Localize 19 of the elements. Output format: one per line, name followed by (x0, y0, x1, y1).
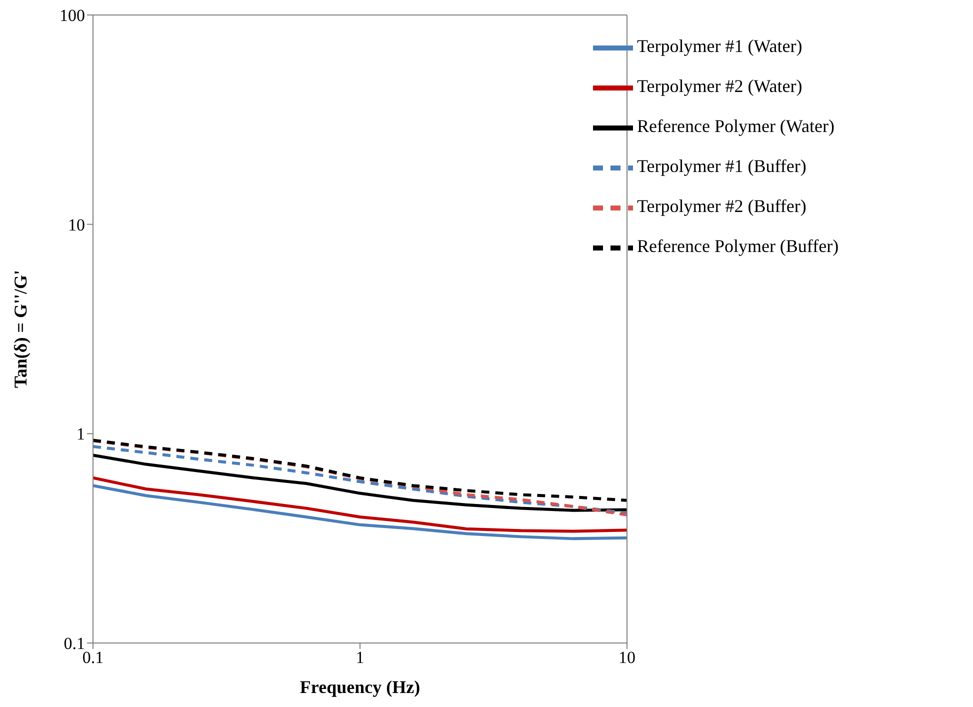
legend-label: Reference Polymer (Water) (637, 116, 834, 136)
legend-label: Reference Polymer (Buffer) (637, 236, 839, 256)
legend-label: Terpolymer #2 (Buffer) (637, 196, 806, 216)
line-series (93, 438, 627, 502)
x-tick-label: 10 (618, 648, 636, 668)
legend-label: Terpolymer #1 (Buffer) (637, 156, 806, 176)
x-tick-label: 1 (356, 648, 364, 668)
line-series (93, 476, 627, 533)
y-axis-title: Tan(δ) = G''/G' (10, 270, 30, 388)
y-tick-label: 0.1 (64, 634, 85, 654)
line-series (93, 484, 627, 540)
x-axis-title: Frequency (Hz) (300, 677, 420, 697)
y-tick-label: 1 (76, 424, 85, 444)
x-tick-label: 0.1 (82, 648, 104, 668)
line-series (93, 454, 627, 512)
legend-label: Terpolymer #1 (Water) (637, 36, 802, 56)
y-tick-label: 100 (60, 6, 85, 26)
y-tick-label: 10 (68, 215, 85, 234)
legend-label: Terpolymer #2 (Water) (637, 76, 802, 96)
